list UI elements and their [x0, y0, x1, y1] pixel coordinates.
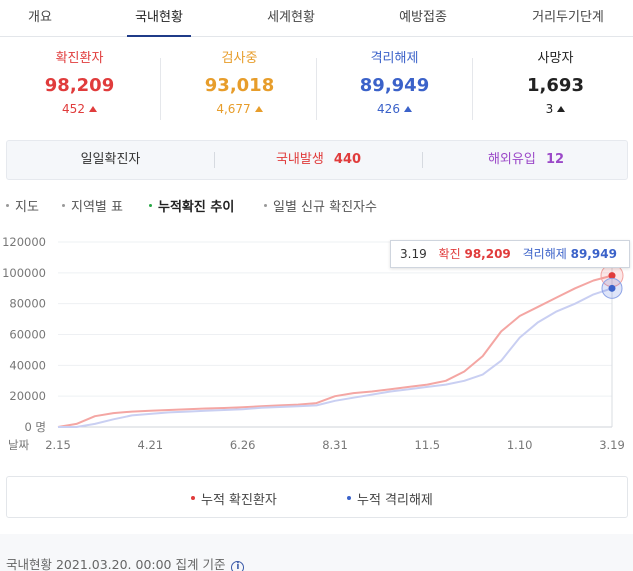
stat-testing-delta: 4,677: [162, 101, 317, 117]
legend-dot-icon: [347, 496, 351, 500]
stat-deaths-delta: 3: [478, 101, 633, 117]
x-tick-label: 6.26: [230, 438, 256, 452]
stat-released-value: 89,949: [359, 75, 430, 96]
stat-confirmed-value: 98,209: [44, 75, 115, 96]
stat-released-delta-value: 426: [377, 102, 400, 116]
x-tick-label: 8.31: [322, 438, 348, 452]
bullet-icon: [264, 204, 267, 207]
legend-confirmed-label: 누적 확진환자: [201, 493, 277, 508]
stat-testing-delta-value: 4,677: [216, 102, 251, 116]
stat-deaths-value: 1,693: [527, 75, 584, 96]
tab-vaccination[interactable]: 예방접종: [399, 10, 447, 25]
y-tick-label: 40000: [9, 358, 46, 372]
x-axis-label: 날짜: [8, 438, 30, 452]
stat-testing-value: 93,018: [204, 75, 275, 96]
y-tick-label: 120000: [2, 235, 46, 249]
tooltip-released-label: 격리해제: [522, 247, 567, 261]
tab-world[interactable]: 세계현황: [267, 10, 315, 25]
subtab-daily-new-label: 일별 신규 확진자수: [273, 200, 377, 215]
stat-deaths: 사망자 1,693 3: [478, 50, 633, 117]
tooltip-date: 3.19: [400, 247, 427, 261]
subtab-region-table[interactable]: 지역별 표: [62, 196, 123, 215]
x-tick-label: 11.5: [415, 438, 441, 452]
legend-item-released[interactable]: 누적 격리해제: [347, 489, 433, 508]
up-triangle-icon: [557, 106, 566, 112]
bullet-icon: [6, 204, 9, 207]
footer-note: 국내현황 2021.03.20. 00:00 집계 기준 i: [6, 554, 245, 571]
stat-testing-label: 검사중: [221, 51, 258, 66]
footer: 국내현황 2021.03.20. 00:00 집계 기준 i: [0, 534, 633, 571]
y-tick-label: 0 명: [24, 420, 46, 434]
y-tick-label: 80000: [9, 297, 46, 311]
y-tick-label: 60000: [9, 328, 46, 342]
divider: [316, 58, 317, 120]
bullet-icon: [149, 204, 152, 207]
top-tab-bar: 개요 국내현황 세계현황 예방접종 거리두기단계: [0, 0, 633, 37]
daily-confirmed-bar: 일일확진자 국내발생 440 해외유입 12: [6, 140, 628, 180]
stat-released-delta: 426: [317, 101, 472, 117]
stat-deaths-label: 사망자: [537, 51, 574, 66]
tab-domestic[interactable]: 국내현황: [127, 0, 191, 37]
subtab-map[interactable]: 지도: [6, 196, 39, 215]
up-triangle-icon: [403, 106, 412, 112]
daily-domestic-value: 440: [333, 152, 362, 167]
subtab-daily-new[interactable]: 일별 신규 확진자수: [264, 196, 377, 215]
divider: [472, 58, 473, 120]
bullet-icon: [62, 204, 65, 207]
x-tick-label: 1.10: [507, 438, 533, 452]
chart-tooltip: 3.19 확진 98,209 격리해제 89,949: [390, 240, 630, 268]
x-tick-label: 4.21: [138, 438, 164, 452]
subtab-cumulative-trend-label: 누적확진 추이: [158, 200, 235, 215]
chart-legend: 누적 확진환자 누적 격리해제: [6, 476, 628, 518]
x-tick-label: 2.15: [45, 438, 71, 452]
stat-released-label: 격리해제: [370, 51, 419, 66]
tooltip-released-value: 89,949: [570, 247, 617, 261]
divider: [214, 152, 215, 168]
series-line-released: [58, 287, 613, 428]
up-triangle-icon: [88, 106, 97, 112]
legend-dot-icon: [191, 496, 195, 500]
daily-domestic: 국내발생 440: [215, 141, 422, 179]
divider: [422, 152, 423, 168]
up-triangle-icon: [254, 106, 263, 112]
subtab-map-label: 지도: [15, 200, 39, 215]
daily-domestic-label: 국내발생: [275, 152, 324, 167]
tooltip-confirmed-label: 확진: [438, 247, 461, 261]
tab-overview[interactable]: 개요: [28, 10, 52, 25]
tab-distancing-level[interactable]: 거리두기단계: [532, 10, 604, 25]
stat-confirmed-label: 확진환자: [55, 51, 104, 66]
daily-confirmed-label: 일일확진자: [80, 152, 141, 167]
y-tick-label: 100000: [2, 266, 46, 280]
series-line-confirmed: [57, 274, 613, 428]
stat-confirmed: 확진환자 98,209 452: [2, 50, 157, 117]
stat-released: 격리해제 89,949 426: [317, 50, 472, 117]
subtab-region-table-label: 지역별 표: [71, 200, 123, 215]
x-tick-label: 3.19: [599, 438, 625, 452]
subtab-cumulative-trend[interactable]: 누적확진 추이: [149, 196, 234, 215]
tooltip-confirmed-value: 98,209: [464, 247, 511, 261]
data-point-released: [608, 284, 616, 292]
stat-testing: 검사중 93,018 4,677: [162, 50, 317, 117]
legend-item-confirmed[interactable]: 누적 확진환자: [191, 489, 277, 508]
legend-released-label: 누적 격리해제: [357, 493, 433, 508]
footer-text: 국내현황 2021.03.20. 00:00 집계 기준: [6, 557, 226, 571]
stat-confirmed-delta-value: 452: [62, 102, 85, 116]
y-tick-label: 20000: [9, 389, 46, 403]
divider: [160, 58, 161, 120]
daily-overseas: 해외유입 12: [423, 141, 629, 179]
info-icon[interactable]: i: [231, 561, 245, 571]
data-point-confirmed: [608, 272, 616, 280]
daily-overseas-value: 12: [545, 152, 565, 167]
daily-overseas-label: 해외유입: [487, 152, 536, 167]
stat-confirmed-delta: 452: [2, 101, 157, 117]
stats-summary: 확진환자 98,209 452 검사중 93,018 4,677 격리해제 89…: [0, 50, 633, 128]
stat-deaths-delta-value: 3: [545, 102, 554, 116]
cumulative-chart-svg: 120000 100000 80000 60000 40000 20000 0 명날짜 2.1…: [2, 235, 625, 452]
